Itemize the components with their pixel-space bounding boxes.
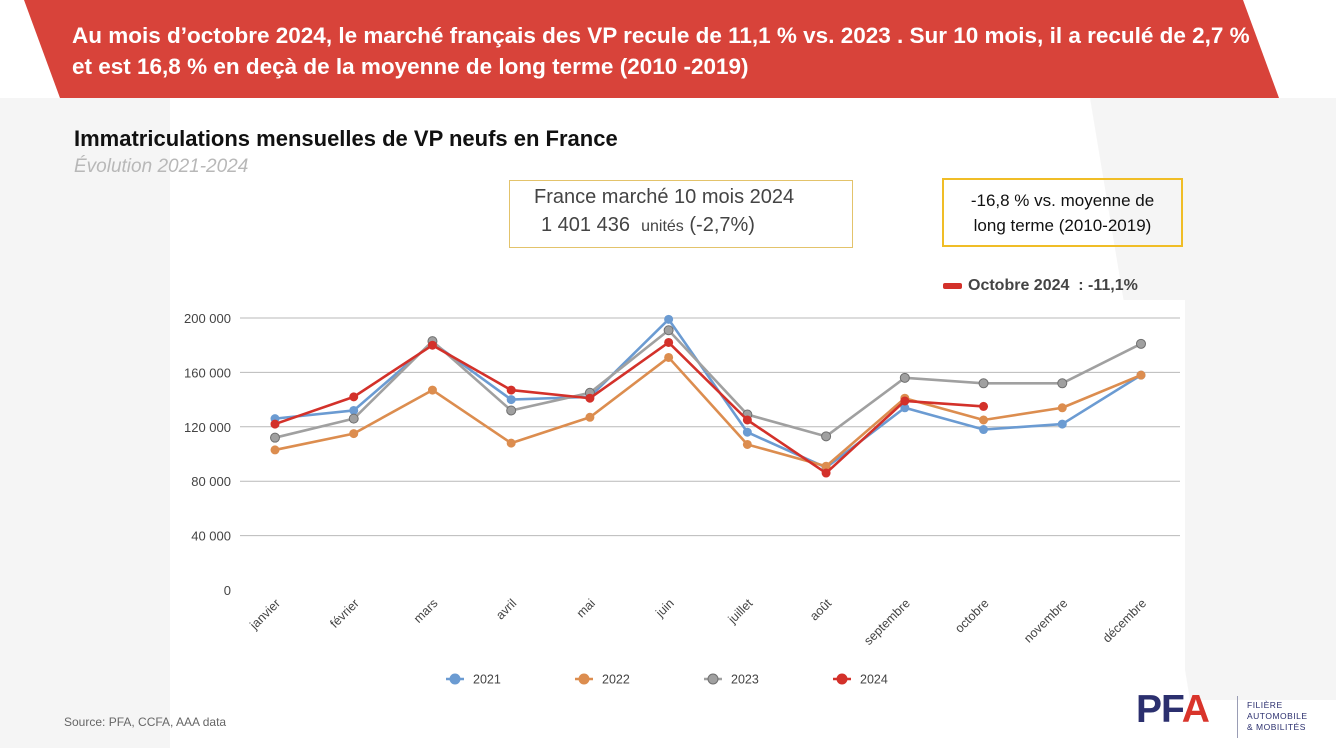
chart-subtitle: Évolution 2021-2024	[74, 156, 249, 177]
data-point-2023	[1057, 378, 1068, 389]
x-tick-label: février	[327, 596, 361, 630]
x-tick-label: avril	[493, 596, 519, 622]
data-point-2023	[270, 432, 280, 443]
y-tick-label: 80 000	[191, 474, 231, 489]
series-line-2023	[274, 328, 1142, 439]
legend-label-2024: 2024	[860, 673, 888, 687]
october-label: Octobre 2024	[968, 277, 1070, 294]
october-swatch	[943, 282, 962, 289]
data-point-2021	[742, 427, 752, 437]
long-term-line1: -16,8 % vs. moyenne de	[970, 191, 1155, 210]
data-point-2024	[585, 393, 595, 403]
data-point-2022	[1057, 403, 1067, 413]
series-line-2022	[274, 356, 1142, 468]
data-point-2024	[664, 337, 674, 347]
data-point-2024	[349, 392, 359, 402]
source-note: Source: PFA, CCFA, AAA data	[64, 715, 227, 729]
data-point-2022	[664, 352, 674, 362]
long-term-line2: long terme (2010-2019)	[973, 216, 1152, 235]
data-point-2022	[427, 385, 437, 395]
logo-text: FILIÈRE AUTOMOBILE & MOBILITÉS	[1247, 700, 1308, 733]
october-value: : -11,1%	[1069, 277, 1138, 294]
data-point-2023	[1136, 338, 1146, 349]
data-point-2022	[585, 412, 595, 422]
legend-label-2023: 2023	[731, 673, 759, 687]
market-change: (-2,7%)	[689, 214, 755, 236]
logo-text-line1: FILIÈRE	[1247, 700, 1283, 710]
x-tick-label: juin	[652, 596, 676, 620]
pfa-logo: PFA FILIÈRE AUTOMOBILE & MOBILITÉS	[1134, 688, 1324, 740]
y-tick-label: 40 000	[191, 529, 231, 544]
data-point-2022	[1136, 370, 1146, 380]
logo-mark-a: A	[1181, 688, 1210, 731]
logo-divider	[1237, 696, 1238, 738]
data-point-2022	[270, 445, 280, 455]
market-value: 1 401 436	[541, 214, 630, 236]
market-summary-value-line: 1 401 436 unités (-2,7%)	[541, 214, 755, 237]
x-tick-label: août	[807, 596, 834, 623]
legend-marker-2021	[449, 673, 461, 685]
series-line-2021	[274, 318, 1142, 469]
data-point-2021	[349, 405, 359, 415]
data-point-2023	[506, 405, 517, 416]
data-point-2023	[899, 372, 910, 383]
data-point-2021	[979, 425, 989, 435]
data-point-2023	[821, 431, 832, 442]
y-tick-label: 160 000	[184, 365, 231, 380]
logo-mark-pf: PF	[1136, 688, 1183, 731]
header-banner	[24, 0, 1279, 98]
legend-label-2021: 2021	[473, 673, 501, 687]
data-point-2024	[821, 468, 831, 478]
market-summary-title: France marché 10 mois 2024	[534, 186, 795, 208]
data-point-2024	[979, 401, 989, 411]
data-point-2023	[348, 413, 359, 424]
y-tick-label: 0	[224, 583, 231, 598]
data-point-2021	[1057, 419, 1067, 429]
legend-label-2022: 2022	[602, 673, 630, 687]
banner-text: Au mois d’octobre 2024, le marché frança…	[72, 23, 1250, 79]
series-line-2024	[274, 341, 984, 475]
x-tick-label: juillet	[725, 596, 756, 627]
logo-text-line3: & MOBILITÉS	[1247, 722, 1306, 732]
x-tick-label: janvier	[246, 596, 283, 633]
data-point-2024	[270, 419, 280, 429]
data-point-2022	[979, 415, 989, 425]
data-point-2021	[664, 314, 674, 324]
data-point-2022	[506, 438, 516, 448]
data-point-2024	[742, 415, 752, 425]
market-summary-box: France marché 10 mois 2024 1 401 436 uni…	[509, 180, 853, 248]
logo-text-line2: AUTOMOBILE	[1247, 711, 1308, 721]
data-point-2021	[506, 395, 516, 405]
data-point-2022	[742, 439, 752, 449]
legend-marker-2022	[578, 673, 590, 685]
x-tick-label: décembre	[1100, 596, 1149, 645]
data-point-2024	[900, 396, 910, 406]
x-tick-label: septembre	[861, 596, 913, 648]
chart-title: Immatriculations mensuelles de VP neufs …	[74, 126, 618, 151]
data-point-2024	[506, 385, 516, 395]
market-unit: unités	[641, 218, 684, 235]
october-legend: Octobre 2024 : -11,1%	[943, 277, 1138, 295]
data-point-2024	[427, 340, 437, 350]
logo-mark: PFA	[1136, 688, 1210, 732]
y-tick-label: 200 000	[184, 311, 231, 326]
x-tick-label: mai	[574, 596, 598, 620]
y-tick-label: 120 000	[184, 420, 231, 435]
x-tick-label: novembre	[1021, 596, 1070, 645]
data-point-2023	[978, 378, 989, 389]
long-term-box: -16,8 % vs. moyenne de long terme (2010-…	[942, 178, 1183, 247]
data-point-2022	[349, 429, 359, 439]
legend-marker-2024	[836, 673, 848, 685]
legend-marker-2023	[707, 673, 719, 685]
data-point-2023	[663, 325, 674, 336]
x-tick-label: mars	[411, 596, 441, 626]
x-tick-label: octobre	[952, 596, 991, 635]
